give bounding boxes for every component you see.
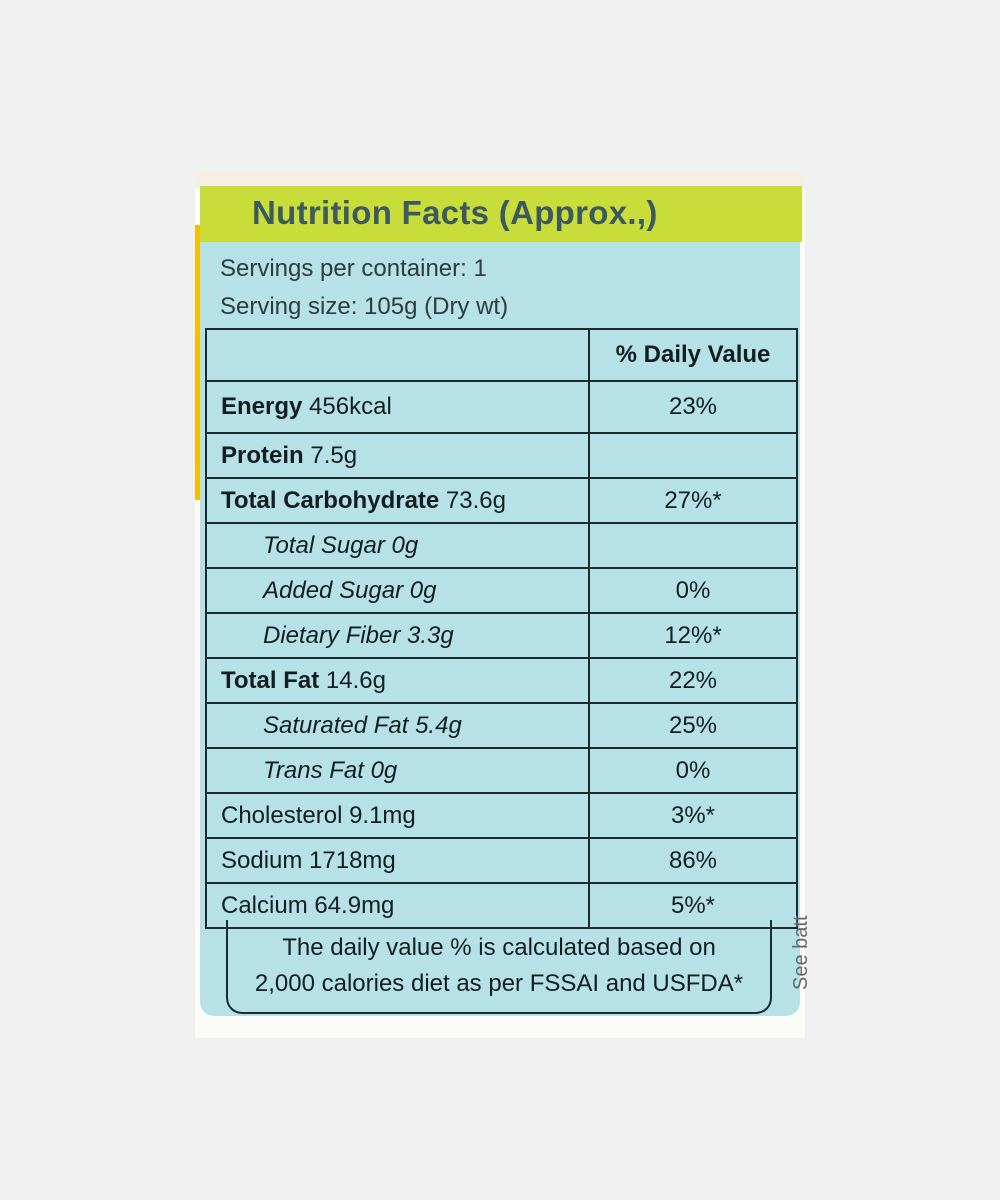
nutrient-name: Energy (221, 393, 303, 420)
table-row: Trans Fat 0g 0% (205, 747, 798, 794)
table-row: Added Sugar 0g 0% (205, 567, 798, 614)
nutrient-dv: 86% (588, 837, 798, 884)
package-top-seal (195, 172, 805, 188)
nutrient-name: Saturated Fat 5.4g (205, 702, 590, 749)
nutrient-name: Total Fat (221, 666, 320, 694)
nutrient-dv: 0% (588, 567, 798, 614)
footnote-line-1: The daily value % is calculated based on (282, 934, 716, 961)
dv-header: % Daily Value (588, 328, 798, 382)
nutrition-title: Nutrition Facts (Approx.,) (252, 194, 658, 231)
table-row: Saturated Fat 5.4g 25% (205, 702, 798, 749)
table-row: Dietary Fiber 3.3g 12%* (205, 612, 798, 659)
nutrition-header-band (200, 186, 802, 242)
table-row: Cholesterol 9.1mg 3%* (205, 792, 798, 839)
nutrient-name: Protein (221, 441, 304, 469)
nutrient-amount: 7.5g (310, 441, 358, 469)
nutrient-name: Cholesterol 9.1mg (205, 792, 590, 839)
nutrient-name: Added Sugar 0g (205, 567, 590, 614)
side-text: See batt (790, 915, 812, 990)
table-row: Total Sugar 0g (205, 522, 798, 569)
nutrient-dv (588, 522, 798, 569)
nutrient-name: Trans Fat 0g (205, 747, 590, 794)
table-row: Calcium 64.9mg 5%* (205, 882, 798, 929)
nutrient-dv: 25% (588, 702, 798, 749)
nutrient-name: Dietary Fiber 3.3g (205, 612, 590, 659)
nutrient-dv: 27%* (588, 477, 798, 524)
nutrient-dv: 22% (588, 657, 798, 704)
nutrient-dv: 12%* (588, 612, 798, 659)
package-yellow-edge (195, 225, 203, 500)
table-row: Sodium 1718mg 86% (205, 837, 798, 884)
nutrient-name: Calcium 64.9mg (205, 882, 590, 929)
nutrient-dv: 23% (588, 380, 798, 434)
nutrient-amount: 73.6g (445, 486, 506, 514)
nutrient-amount: 14.6g (325, 666, 386, 694)
table-row: Energy 456kcal 23% (205, 380, 798, 434)
serving-size: Serving size: 105g (Dry wt) (220, 293, 509, 320)
nutrition-table: % Daily Value Energy 456kcal 23% Protein … (205, 328, 798, 929)
nutrient-dv (588, 432, 798, 479)
nutrient-amount: 456kcal (309, 393, 392, 420)
nutrient-dv: 0% (588, 747, 798, 794)
table-row: Total Fat 14.6g 22% (205, 657, 798, 704)
table-row: Protein 7.5g (205, 432, 798, 479)
table-header-row: % Daily Value (205, 328, 798, 382)
nutrient-name: Total Carbohydrate (221, 486, 440, 514)
servings-per-container: Servings per container: 1 (220, 255, 487, 282)
table-row: Total Carbohydrate 73.6g 27%* (205, 477, 798, 524)
footnote: The daily value % is calculated based on… (226, 920, 772, 1014)
footnote-line-2: 2,000 calories diet as per FSSAI and USF… (254, 970, 744, 997)
nutrient-name: Sodium 1718mg (205, 837, 590, 884)
nutrient-name: Total Sugar 0g (205, 522, 590, 569)
nutrient-dv: 5%* (588, 882, 798, 929)
nutrient-dv: 3%* (588, 792, 798, 839)
